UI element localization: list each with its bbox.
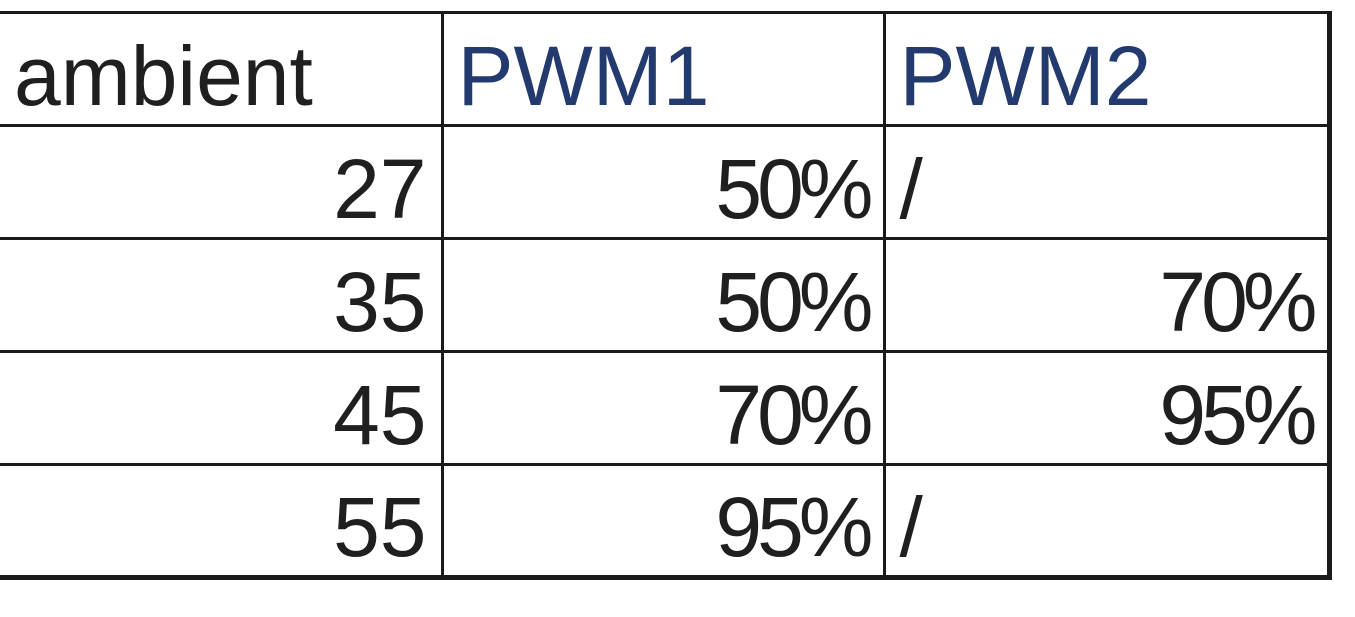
cell-ambient[interactable]: 35 (0, 237, 444, 353)
header-row: ambient PWM1 PWM2 (0, 11, 1332, 127)
table-row: 35 50% 70% (0, 237, 1332, 353)
cell-pwm2[interactable]: / (882, 124, 1332, 240)
cell-pwm1[interactable]: 50% (440, 237, 886, 353)
table-row: 45 70% 95% (0, 350, 1332, 466)
cell-ambient[interactable]: 45 (0, 350, 444, 466)
cell-pwm1[interactable]: 70% (440, 350, 886, 466)
header-cell-ambient[interactable]: ambient (0, 11, 444, 127)
header-cell-pwm2[interactable]: PWM2 (882, 11, 1332, 127)
cell-pwm2[interactable]: 95% (882, 350, 1332, 466)
cell-ambient[interactable]: 27 (0, 124, 444, 240)
cell-pwm2[interactable]: / (882, 463, 1332, 580)
cell-pwm1[interactable]: 50% (440, 124, 886, 240)
cell-pwm1[interactable]: 95% (440, 463, 886, 580)
cell-ambient[interactable]: 55 (0, 463, 444, 580)
table-row: 27 50% / (0, 124, 1332, 240)
cell-pwm2[interactable]: 70% (882, 237, 1332, 353)
spreadsheet-table: ambient PWM1 PWM2 27 50% / 35 50% 70% 45… (0, 11, 1332, 580)
table-row: 55 95% / (0, 463, 1332, 580)
header-cell-pwm1[interactable]: PWM1 (440, 11, 886, 127)
